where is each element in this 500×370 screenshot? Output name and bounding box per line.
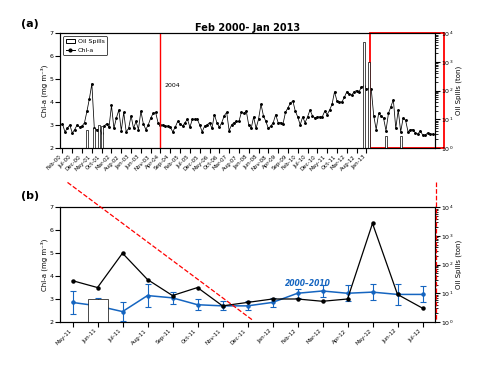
Bar [88, 299, 108, 370]
Text: (b): (b) [20, 191, 39, 201]
Bar [363, 42, 365, 370]
Bar [400, 137, 402, 370]
Bar [192, 148, 194, 370]
Bar [370, 33, 444, 148]
Legend: Oil Spills, Chl-a: Oil Spills, Chl-a [63, 36, 107, 55]
Bar [198, 148, 200, 370]
Y-axis label: Oil Spills (ton): Oil Spills (ton) [455, 66, 462, 115]
Bar [98, 125, 100, 370]
Bar [86, 130, 88, 370]
Text: 2004: 2004 [164, 83, 180, 88]
Text: (a): (a) [20, 19, 38, 29]
Title: Feb 2000- Jan 2013: Feb 2000- Jan 2013 [195, 23, 300, 33]
Text: 2000–2010: 2000–2010 [285, 279, 331, 288]
Bar [94, 128, 96, 370]
Bar [385, 137, 387, 370]
Bar [189, 148, 191, 370]
Y-axis label: Oil Spills (ton): Oil Spills (ton) [455, 240, 462, 289]
Bar [201, 148, 203, 370]
Bar [100, 126, 102, 370]
Bar [196, 148, 198, 370]
Bar [186, 148, 188, 370]
Bar [184, 148, 186, 370]
Bar [194, 148, 196, 370]
Bar [412, 322, 432, 370]
Y-axis label: Chl-a (mg m⁻³): Chl-a (mg m⁻³) [41, 238, 48, 291]
Bar [368, 62, 370, 370]
Y-axis label: Chl-a (mg m⁻³): Chl-a (mg m⁻³) [41, 64, 48, 117]
